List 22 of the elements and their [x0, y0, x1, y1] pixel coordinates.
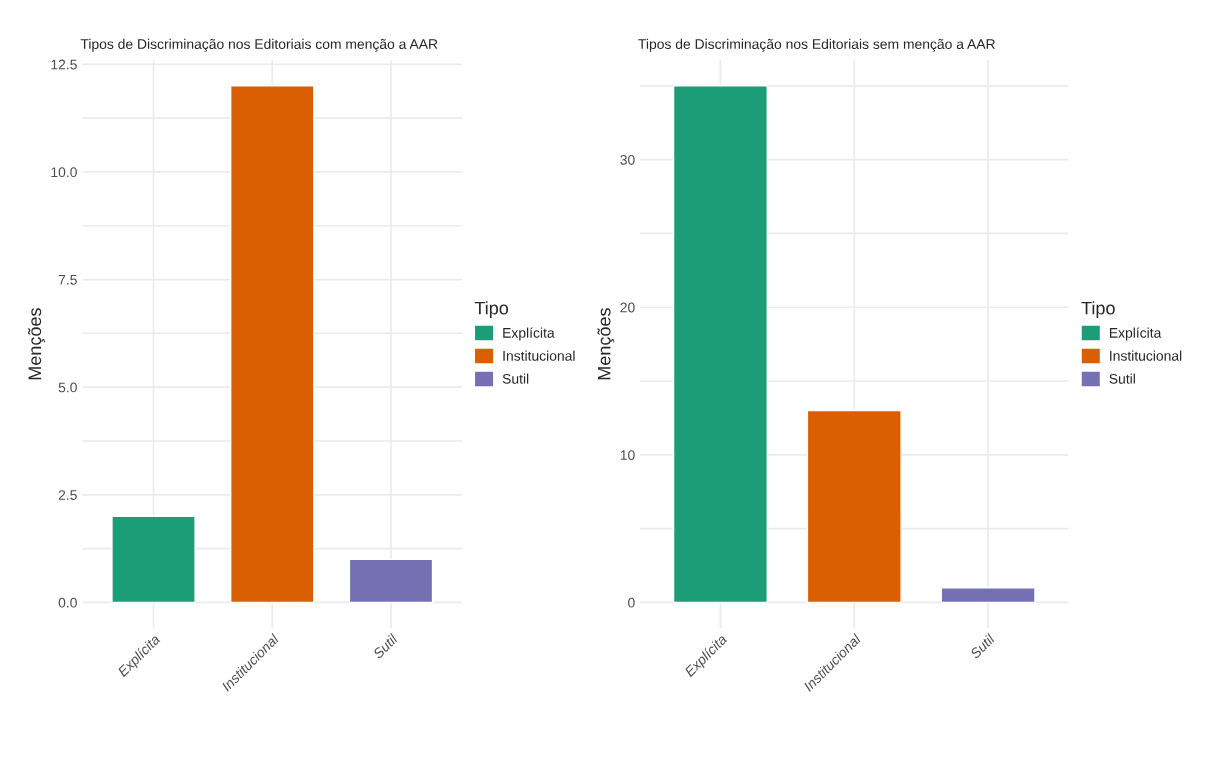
chart-title: Tipos de Discriminação nos Editoriais sem menção a AAR	[638, 38, 995, 52]
y-tick-label: 0	[628, 597, 635, 608]
legend-label: Explícita	[503, 327, 555, 341]
legend-label: Institucional	[503, 350, 575, 361]
y-axis-title: Menções	[28, 308, 45, 380]
legend-label: Sutil	[502, 373, 529, 384]
y-tick-label: 2.5	[58, 490, 77, 500]
y-tick-label: 5.0	[58, 382, 77, 393]
legend-label: Sutil	[1109, 373, 1135, 384]
y-tick-label: 0.0	[58, 597, 77, 608]
y-tick-label: 12.5	[51, 59, 77, 70]
legend-label: Institucional	[1110, 350, 1182, 361]
legend-label: Explícita	[1109, 327, 1162, 341]
legend-title: Tipo	[1081, 301, 1115, 319]
y-tick-label: 7.5	[58, 275, 77, 285]
y-axis-title: Menções	[597, 308, 615, 380]
y-tick-label: 10.0	[51, 167, 77, 178]
legend-title: Tipo	[474, 301, 509, 319]
chart-title: Tipos de Discriminação nos Editoriais com menção a AAR	[80, 38, 438, 52]
y-tick-label: 10	[620, 450, 635, 460]
y-tick-label: 20	[620, 302, 635, 313]
y-tick-label: 30	[620, 154, 635, 165]
